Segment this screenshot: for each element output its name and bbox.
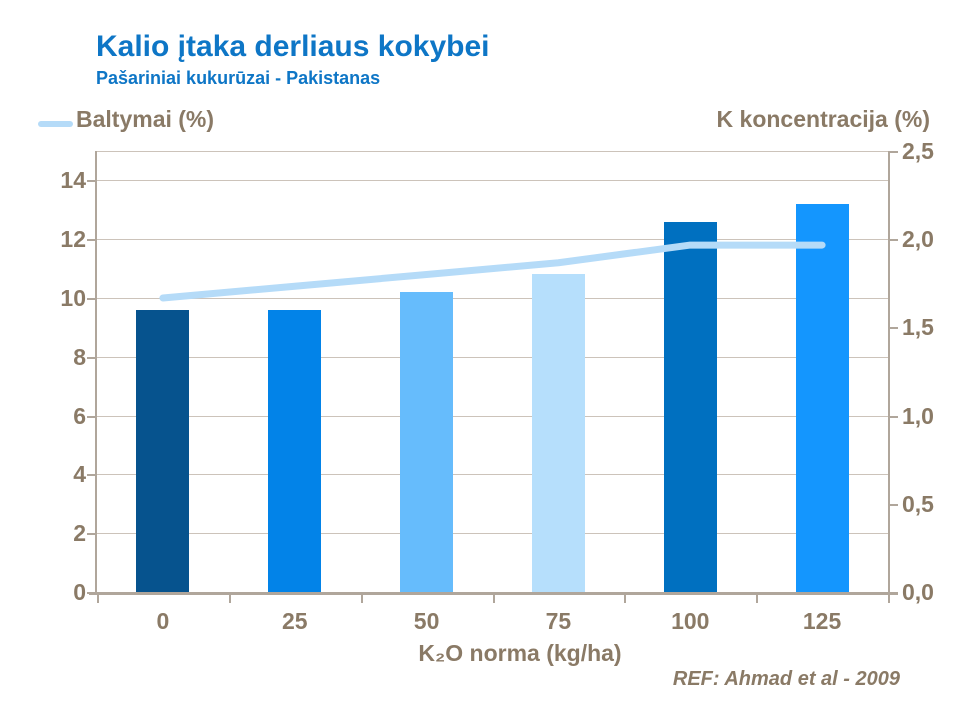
y-left-tick-label: 6 [73, 402, 86, 429]
gridline [97, 474, 888, 476]
y-left-tick-label: 12 [60, 226, 86, 253]
bar [795, 203, 849, 592]
y-left-tick-mark [87, 356, 95, 359]
gridline [97, 239, 888, 241]
y-right-tick-label: 2,0 [902, 226, 934, 253]
y-left-tick-label: 4 [73, 461, 86, 488]
y-left-tick-mark [87, 180, 95, 183]
chart-subtitle: Pašariniai kukurūzai - Pakistanas [96, 68, 381, 88]
x-tick-mark [624, 595, 627, 603]
y-right-tick-mark [890, 503, 898, 506]
y-left-tick-mark [87, 415, 95, 418]
y-left-tick-label: 0 [73, 579, 86, 605]
right-axis-title: K koncentracija (%) [716, 106, 930, 132]
y-left-tick-mark [87, 474, 95, 477]
x-tick-mark [888, 595, 890, 603]
x-category-label: 100 [671, 608, 710, 634]
y-right-tick-mark [890, 327, 898, 330]
bar [268, 309, 322, 592]
x-axis-label: K₂O norma (kg/ha) [418, 640, 622, 666]
gridline [97, 180, 888, 182]
gridline [97, 356, 888, 358]
x-tick-mark [492, 595, 495, 603]
y-right-tick-label: 0,5 [902, 490, 934, 517]
y-left-tick-label: 10 [60, 285, 86, 311]
bar [400, 292, 454, 592]
left-axis-title: Baltymai (%) [76, 106, 215, 132]
bar [663, 221, 717, 592]
chart-title: Kalio įtaka derliaus kokybei [96, 30, 490, 63]
y-axis-right [888, 151, 890, 594]
reference-note: REF: Ahmad et al - 2009 [672, 668, 900, 690]
y-right-tick-mark [890, 239, 898, 242]
line-series-swatch-icon [38, 121, 73, 127]
gridline [97, 415, 888, 417]
y-right-tick-mark [890, 415, 898, 418]
x-tick-mark [228, 595, 231, 603]
y-right-tick-label: 2,5 [902, 138, 934, 164]
bar [531, 274, 585, 592]
y-left-tick-mark [87, 298, 95, 300]
x-category-label: 50 [413, 608, 440, 634]
gridline [97, 151, 888, 152]
x-category-label: 25 [281, 608, 308, 634]
y-left-tick-label: 2 [73, 520, 86, 547]
y-right-tick-label: 1,5 [902, 314, 934, 341]
gridline [97, 533, 888, 535]
x-category-label: 0 [156, 608, 170, 634]
y-axis-left [95, 151, 97, 594]
y-right-tick-mark [890, 151, 898, 153]
gridline [97, 298, 888, 299]
x-tick-mark [97, 595, 99, 603]
bar [136, 309, 190, 592]
y-left-tick-mark [87, 239, 95, 242]
y-right-tick-label: 1,0 [902, 402, 934, 429]
x-category-label: 75 [545, 608, 572, 634]
y-left-tick-label: 8 [73, 343, 86, 370]
y-left-tick-mark [87, 533, 95, 536]
x-category-label: 125 [802, 608, 842, 634]
y-left-tick-mark [87, 592, 95, 594]
x-axis [89, 592, 898, 595]
y-left-tick-label: 14 [60, 167, 86, 194]
x-tick-mark [756, 595, 759, 603]
x-tick-mark [360, 595, 363, 603]
y-right-tick-label: 0,0 [902, 579, 934, 605]
y-right-tick-mark [890, 592, 898, 594]
protein-trend-polyline [159, 241, 826, 302]
